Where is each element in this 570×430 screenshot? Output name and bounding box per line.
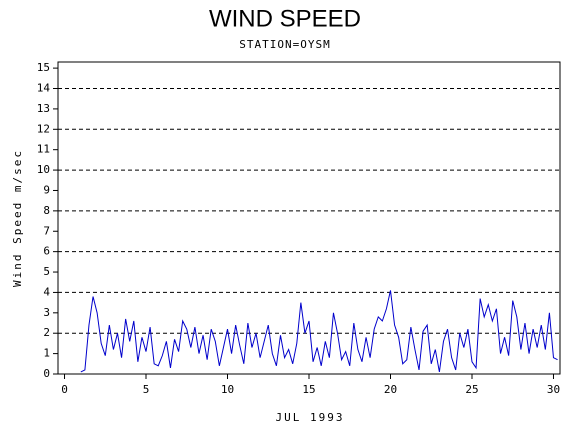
chart-title: WIND SPEED: [209, 5, 361, 32]
x-tick-label: 30: [547, 383, 560, 396]
x-tick-label: 10: [221, 383, 234, 396]
y-tick-label: 10: [37, 163, 50, 176]
y-tick-label: 0: [43, 367, 50, 380]
y-tick-label: 11: [37, 143, 50, 156]
x-tick-label: 20: [384, 383, 397, 396]
y-tick-label: 2: [43, 326, 50, 339]
y-tick-label: 5: [43, 265, 50, 278]
x-tick-label: 25: [465, 383, 478, 396]
x-tick-label: 5: [143, 383, 150, 396]
chart-subtitle: STATION=OYSM: [239, 38, 330, 51]
x-axis-label: JUL 1993: [276, 411, 345, 424]
x-tick-label: 15: [302, 383, 315, 396]
y-tick-label: 3: [43, 306, 50, 319]
y-tick-label: 13: [37, 102, 50, 115]
y-tick-label: 6: [43, 245, 50, 258]
y-tick-label: 15: [37, 61, 50, 74]
y-tick-label: 1: [43, 347, 50, 360]
y-tick-label: 14: [37, 82, 51, 95]
y-tick-label: 8: [43, 204, 50, 217]
y-axis-label: Wind Speed m/sec: [11, 149, 24, 287]
data-line: [80, 290, 558, 373]
y-tick-label: 4: [43, 285, 50, 298]
y-tick-label: 7: [43, 224, 50, 237]
y-tick-label: 9: [43, 183, 50, 196]
y-tick-label: 12: [37, 122, 50, 135]
plot-frame: [57, 61, 561, 375]
x-tick-label: 0: [61, 383, 68, 396]
